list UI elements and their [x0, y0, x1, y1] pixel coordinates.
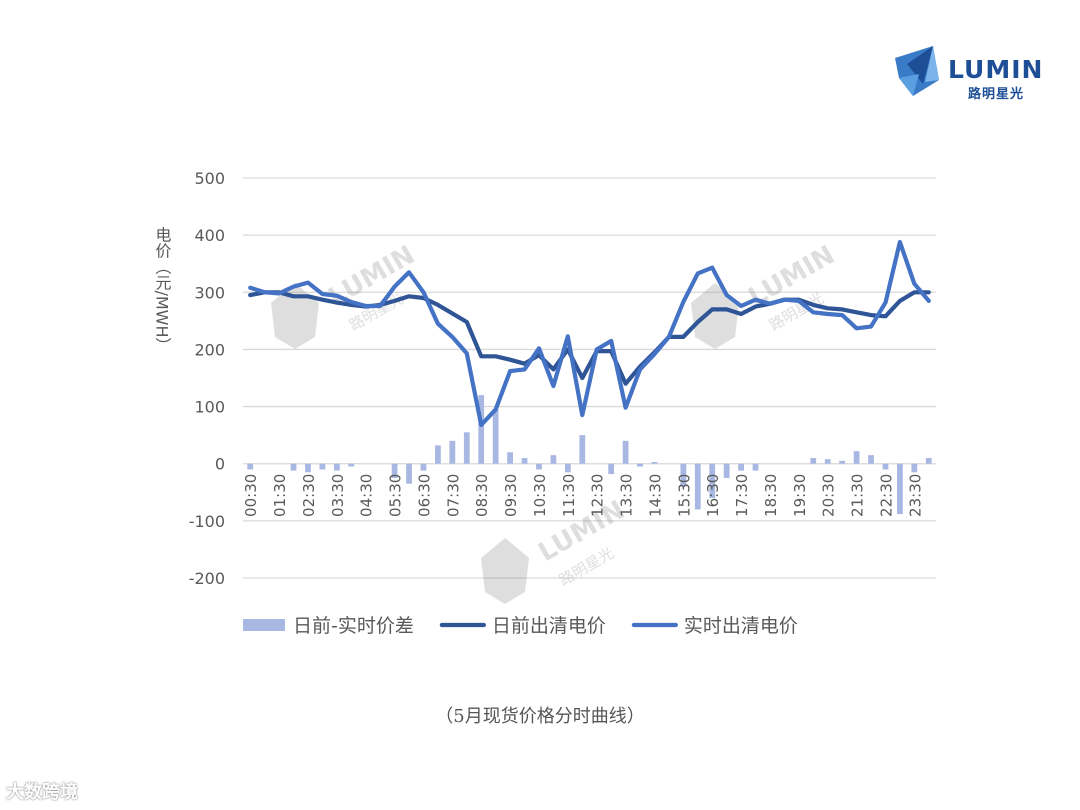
bar-spread [810, 458, 817, 464]
x-tick-label: 05:30 [387, 474, 405, 517]
y-tick-label: 400 [194, 226, 225, 245]
lumin-logo-icon [895, 46, 939, 96]
bar-spread [723, 463, 730, 478]
legend-label: 实时出清电价 [684, 615, 798, 637]
legend-label: 日前-实时价差 [293, 615, 414, 637]
bar-spread [348, 463, 355, 467]
brand-name: LUMIN [948, 55, 1044, 84]
bar-spread [290, 463, 297, 471]
bar-spread [897, 463, 903, 514]
y-tick-label: 500 [194, 169, 225, 188]
chart-caption: （5月现货价格分时曲线） [435, 706, 645, 727]
x-tick-label: 11:30 [560, 474, 578, 517]
bar-spread [694, 463, 701, 510]
bar-spread [564, 463, 571, 473]
x-tick-label: 15:30 [675, 474, 693, 517]
bar-spread [738, 463, 744, 471]
y-tick-label: -100 [189, 512, 225, 531]
x-tick-label: 10:30 [531, 474, 549, 517]
bar-spread [680, 463, 687, 487]
y-axis-label: 电价（元/MWH） [153, 226, 172, 353]
bar-spread [911, 463, 918, 473]
bar-spread [651, 462, 658, 464]
x-tick-label: 19:30 [791, 474, 809, 517]
bar-spread [521, 458, 528, 464]
bar-spread [853, 451, 860, 464]
x-tick-label: 18:30 [762, 474, 780, 517]
bar-spread [319, 463, 326, 470]
bar-spread [824, 459, 831, 464]
x-tick-label: 09:30 [502, 474, 520, 517]
y-tick-label: -200 [189, 569, 225, 588]
x-tick-label: 23:30 [906, 474, 924, 517]
x-tick-label: 17:30 [733, 474, 751, 517]
bar-spread [492, 409, 499, 464]
x-tick-label: 04:30 [358, 474, 376, 517]
brand-subname: 路明星光 [968, 87, 1025, 102]
x-tick-label: 07:30 [444, 474, 462, 517]
bar-spread [637, 463, 643, 467]
bar-spread [536, 463, 542, 470]
bar-spread [406, 463, 412, 484]
bar-spread [391, 463, 398, 478]
legend-label: 日前出清电价 [492, 615, 606, 637]
x-tick-label: 12:30 [589, 474, 607, 517]
bottom-watermark: 大数跨境 [6, 782, 78, 803]
bar-spread [622, 440, 629, 464]
y-tick-label: 0 [215, 455, 225, 474]
bar-spread [435, 445, 441, 464]
bar-spread [882, 463, 889, 470]
x-tick-label: 14:30 [646, 474, 664, 517]
bar-spread [449, 440, 456, 464]
y-tick-label: 200 [194, 340, 225, 359]
bar-spread [709, 463, 716, 498]
bar-spread [305, 463, 311, 473]
x-tick-label: 13:30 [618, 474, 636, 517]
x-tick-label: 16:30 [704, 474, 722, 517]
bar-spread [463, 432, 470, 464]
bar-spread [868, 455, 874, 464]
bar-spread [608, 463, 615, 474]
x-tick-label: 06:30 [415, 474, 433, 517]
x-tick-label: 02:30 [300, 474, 318, 517]
bar-spread [333, 463, 340, 471]
legend-swatch-bar [243, 619, 285, 631]
x-tick-label: 01:30 [271, 474, 289, 517]
bar-spread [550, 455, 557, 464]
y-tick-label: 100 [194, 398, 225, 417]
bar-spread [247, 463, 254, 470]
x-tick-label: 08:30 [473, 474, 491, 517]
x-tick-label: 00:30 [242, 474, 260, 517]
x-tick-label: 03:30 [329, 474, 347, 517]
x-tick-label: 21:30 [849, 474, 867, 517]
bar-spread [752, 463, 759, 471]
bar-spread [579, 435, 586, 464]
bar-spread [839, 460, 846, 464]
bar-spread [478, 395, 485, 464]
bar-spread [420, 463, 427, 471]
bar-spread [507, 452, 513, 464]
y-tick-label: 300 [194, 283, 225, 302]
series-line-day-ahead [248, 290, 931, 386]
x-tick-label: 22:30 [877, 474, 895, 517]
bar-spread [925, 458, 932, 464]
series-line-realtime [248, 239, 931, 427]
x-tick-label: 20:30 [820, 474, 838, 517]
